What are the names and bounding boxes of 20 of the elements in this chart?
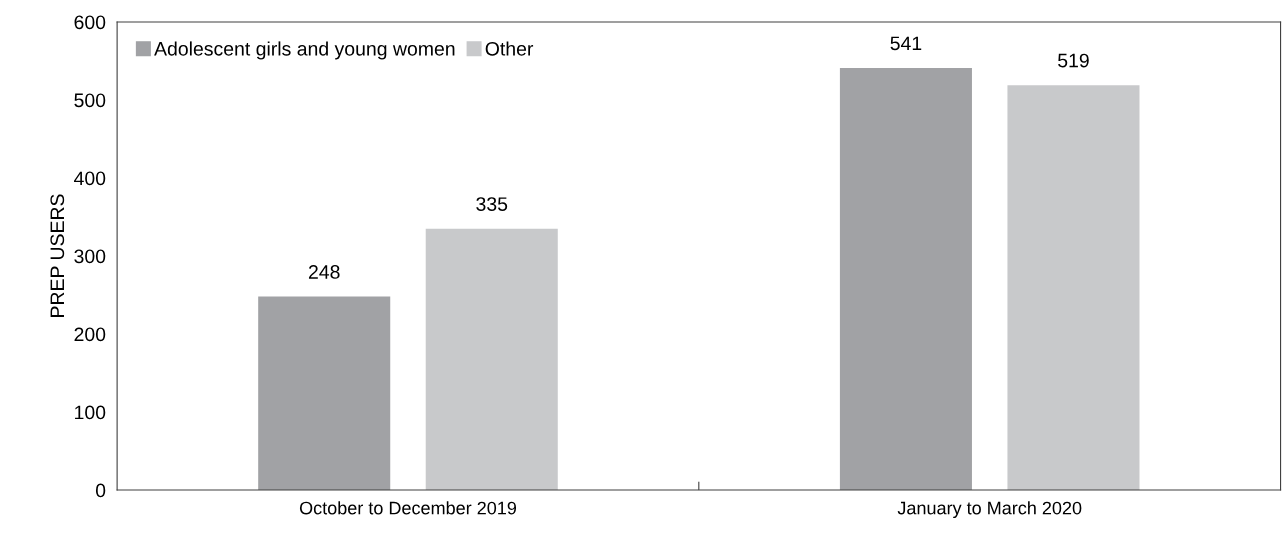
legend-label: Adolescent girls and young women <box>154 41 455 60</box>
data-label: 519 <box>1058 53 1089 68</box>
bar <box>258 296 391 491</box>
data-label: 248 <box>308 265 340 279</box>
y-tick-label: 500 <box>74 93 106 108</box>
y-tick-label: 100 <box>75 405 106 420</box>
x-tick-label: October to December 2019 <box>299 501 517 515</box>
y-tick-label: 400 <box>74 171 106 186</box>
bar <box>839 67 972 491</box>
y-tick-label: 0 <box>95 483 106 498</box>
legend-label: Other <box>485 41 534 56</box>
data-label: 335 <box>476 197 508 211</box>
bar <box>1007 85 1140 491</box>
y-tick-label: 300 <box>74 249 106 264</box>
y-axis-title: PREP USERS <box>50 194 65 317</box>
x-tick-label: January to March 2020 <box>897 501 1082 518</box>
data-label: 541 <box>890 36 922 51</box>
bar <box>425 228 558 491</box>
y-tick-label: 200 <box>74 327 106 342</box>
y-tick-label: 600 <box>74 15 106 30</box>
